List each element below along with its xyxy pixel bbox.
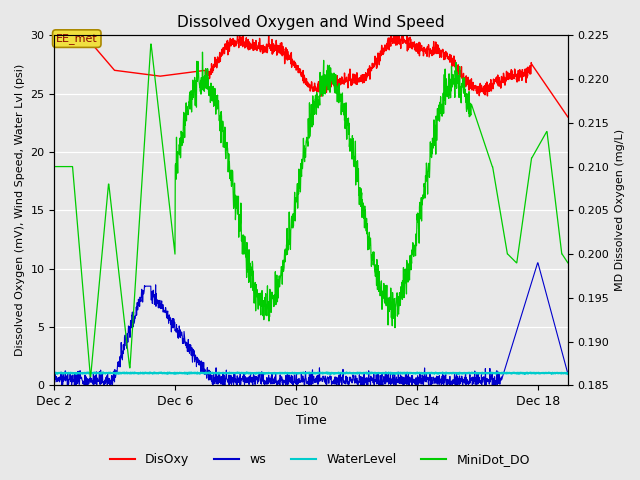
Legend: DisOxy, ws, WaterLevel, MiniDot_DO: DisOxy, ws, WaterLevel, MiniDot_DO: [105, 448, 535, 471]
Y-axis label: MD Dissolved Oxygen (mg/L): MD Dissolved Oxygen (mg/L): [615, 129, 625, 291]
X-axis label: Time: Time: [296, 414, 326, 427]
Title: Dissolved Oxygen and Wind Speed: Dissolved Oxygen and Wind Speed: [177, 15, 445, 30]
Text: EE_met: EE_met: [56, 33, 98, 44]
Y-axis label: Dissolved Oxygen (mV), Wind Speed, Water Lvl (psi): Dissolved Oxygen (mV), Wind Speed, Water…: [15, 64, 25, 357]
